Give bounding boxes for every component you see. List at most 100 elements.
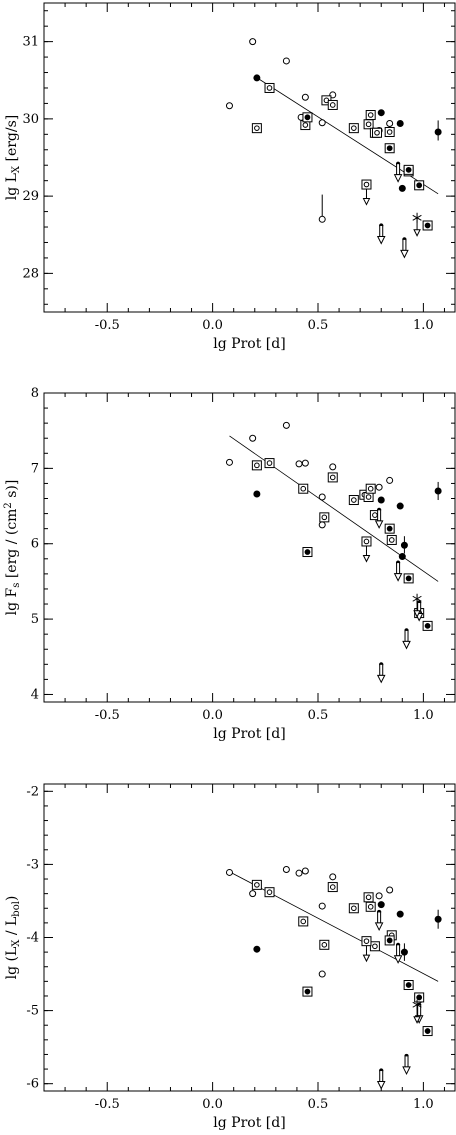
x-tick-label: 1.0 — [413, 1097, 434, 1112]
filled-circle-marker — [434, 128, 442, 136]
y-tick-label: 30 — [22, 112, 39, 127]
limit-shaft — [396, 562, 401, 575]
y-tick-label: 31 — [22, 35, 39, 50]
x-tick-label: 0.5 — [308, 708, 329, 723]
y-tick-label: 5 — [31, 612, 39, 627]
filled-circle-marker — [398, 184, 406, 192]
data-point — [375, 892, 383, 900]
data-point — [414, 992, 425, 1003]
data-point — [327, 882, 338, 893]
data-point — [298, 483, 309, 494]
data-point — [329, 873, 337, 881]
limit-arrow — [413, 229, 421, 237]
data-point — [365, 483, 376, 494]
open-circle-marker — [282, 421, 290, 429]
limit-arrow — [393, 174, 403, 183]
data-point — [374, 909, 384, 932]
data-point — [348, 123, 359, 134]
x-tick-label: 0.5 — [308, 318, 329, 333]
limit-arrow — [400, 249, 409, 259]
panel-fs: -0.5 0.0 0.5 1.0 4 5 6 7 8 lg Prot [d] lg Fs [erg … — [3, 386, 456, 742]
y-tick-label: -3 — [26, 857, 39, 872]
limit-shaft — [404, 629, 409, 642]
box-filled-marker — [386, 145, 393, 152]
data-point — [249, 38, 257, 46]
filled-circle-marker — [253, 490, 261, 498]
data-point — [398, 553, 406, 561]
limit-arrow — [374, 922, 384, 932]
limit-arrow — [376, 674, 386, 684]
box-filled-marker — [424, 622, 431, 629]
open-circle-marker — [225, 102, 233, 110]
box-circle-marker — [266, 889, 273, 895]
data-point — [298, 916, 309, 927]
data-point — [301, 459, 309, 467]
data-point — [318, 521, 326, 529]
data-point — [396, 120, 404, 128]
panel-lx: -0.5 0.0 0.5 1.0 28 29 30 31 lg Prot [d] lg LX [e… — [4, 2, 456, 352]
open-circle-marker — [301, 459, 309, 467]
data-point — [412, 593, 422, 618]
data-point — [282, 866, 290, 874]
limit-arrow — [376, 1081, 386, 1090]
data-point — [253, 945, 261, 953]
data-point — [434, 915, 442, 923]
box-circle-marker — [321, 942, 328, 948]
y-tick-label: -6 — [26, 1077, 39, 1092]
x-tick-label: 0.0 — [202, 1097, 223, 1112]
limit-shaft — [396, 944, 401, 957]
x-tick-label: -0.5 — [95, 1097, 120, 1112]
data-point — [264, 82, 275, 93]
open-circle-marker — [249, 434, 257, 442]
box-circle-marker — [351, 125, 357, 131]
regression-line — [229, 871, 439, 982]
data-point — [398, 184, 406, 192]
data-point — [361, 536, 372, 563]
limit-arrow — [362, 198, 371, 206]
data-point — [225, 458, 233, 466]
open-circle-marker — [329, 463, 337, 471]
filled-circle-marker — [400, 541, 408, 549]
data-point — [403, 573, 414, 584]
filled-circle-marker — [377, 901, 385, 909]
data-point — [393, 560, 403, 582]
data-point — [422, 220, 433, 231]
box-filled-marker — [405, 166, 412, 173]
y-tick-label: -5 — [26, 1004, 39, 1019]
x-tick-label: -0.5 — [95, 318, 120, 333]
data-point — [282, 421, 290, 429]
data-point — [251, 123, 262, 134]
data-point — [412, 999, 422, 1024]
y-tick-label: 4 — [31, 687, 39, 702]
data-point — [282, 57, 290, 65]
data-point — [327, 99, 338, 110]
box-circle-marker — [386, 129, 393, 135]
data-point — [384, 143, 395, 154]
data-point — [225, 868, 233, 876]
data-point — [301, 93, 309, 101]
data-point — [376, 662, 386, 684]
y-tick-label: 7 — [31, 461, 39, 476]
filled-circle-marker — [434, 487, 442, 495]
limit-arrow — [362, 954, 371, 963]
open-circle-marker — [318, 119, 326, 127]
limit-shaft — [402, 238, 407, 251]
data-point — [422, 1026, 433, 1037]
box-filled-marker — [304, 549, 311, 555]
data-point — [365, 901, 376, 912]
data-point — [422, 620, 433, 631]
box-filled-marker — [424, 222, 431, 229]
data-point — [369, 941, 380, 952]
plot-frame — [43, 2, 456, 313]
box-filled-marker — [405, 575, 412, 582]
open-circle-marker — [329, 873, 337, 881]
box-circle-marker — [300, 485, 307, 492]
box-circle-marker — [363, 181, 370, 188]
filled-circle-marker — [396, 502, 404, 510]
limit-arrow — [402, 640, 411, 650]
open-circle-marker — [386, 120, 394, 128]
data-point — [348, 495, 359, 506]
data-point — [253, 490, 261, 498]
data-point — [363, 892, 374, 903]
y-axis-label: lg Fs [erg / (cm2 s)] — [3, 480, 22, 616]
